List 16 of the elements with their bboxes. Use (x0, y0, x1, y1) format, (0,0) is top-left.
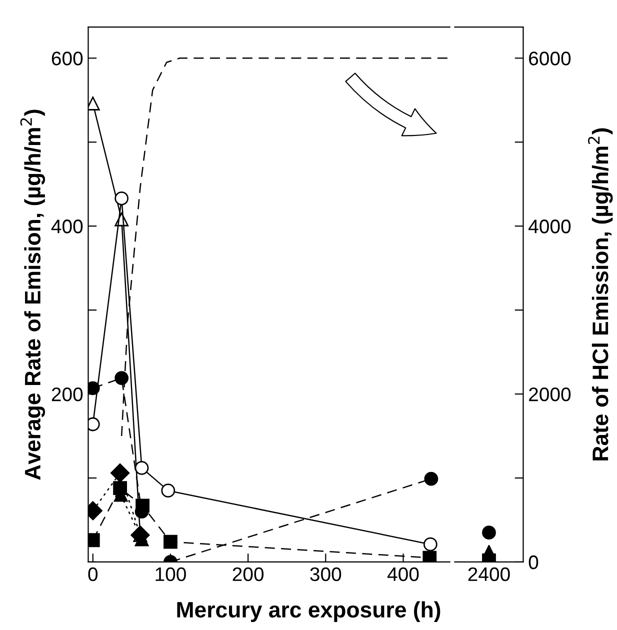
x-tick-label: 200 (232, 567, 264, 582)
y2-tick-label: 4000 (528, 220, 571, 234)
y-tick-label: 600 (52, 52, 83, 66)
y2-tick-label: 6000 (529, 52, 571, 66)
x-tick-label: 300 (310, 567, 342, 582)
x-tick-label: 400 (387, 567, 419, 582)
y-axis-title: Average Rate of Emision, (µg/h/m$^{2}$) (20, 110, 46, 480)
y-tick-label: 400 (51, 220, 83, 234)
y2-tick-label: 0 (528, 555, 538, 570)
x-tick-label: 0 (88, 567, 98, 582)
x-tick-label: 2400 (468, 567, 510, 582)
y-tick-label: 200 (52, 387, 83, 402)
x-axis-title: Mercury arc exposure (h) (177, 601, 440, 622)
x-tick-label: 100 (156, 567, 186, 582)
y2-axis-title: Rate of HCl Emission, (µg/h/m$^{2}$) (588, 128, 613, 460)
y2-tick-label: 2000 (529, 387, 571, 402)
